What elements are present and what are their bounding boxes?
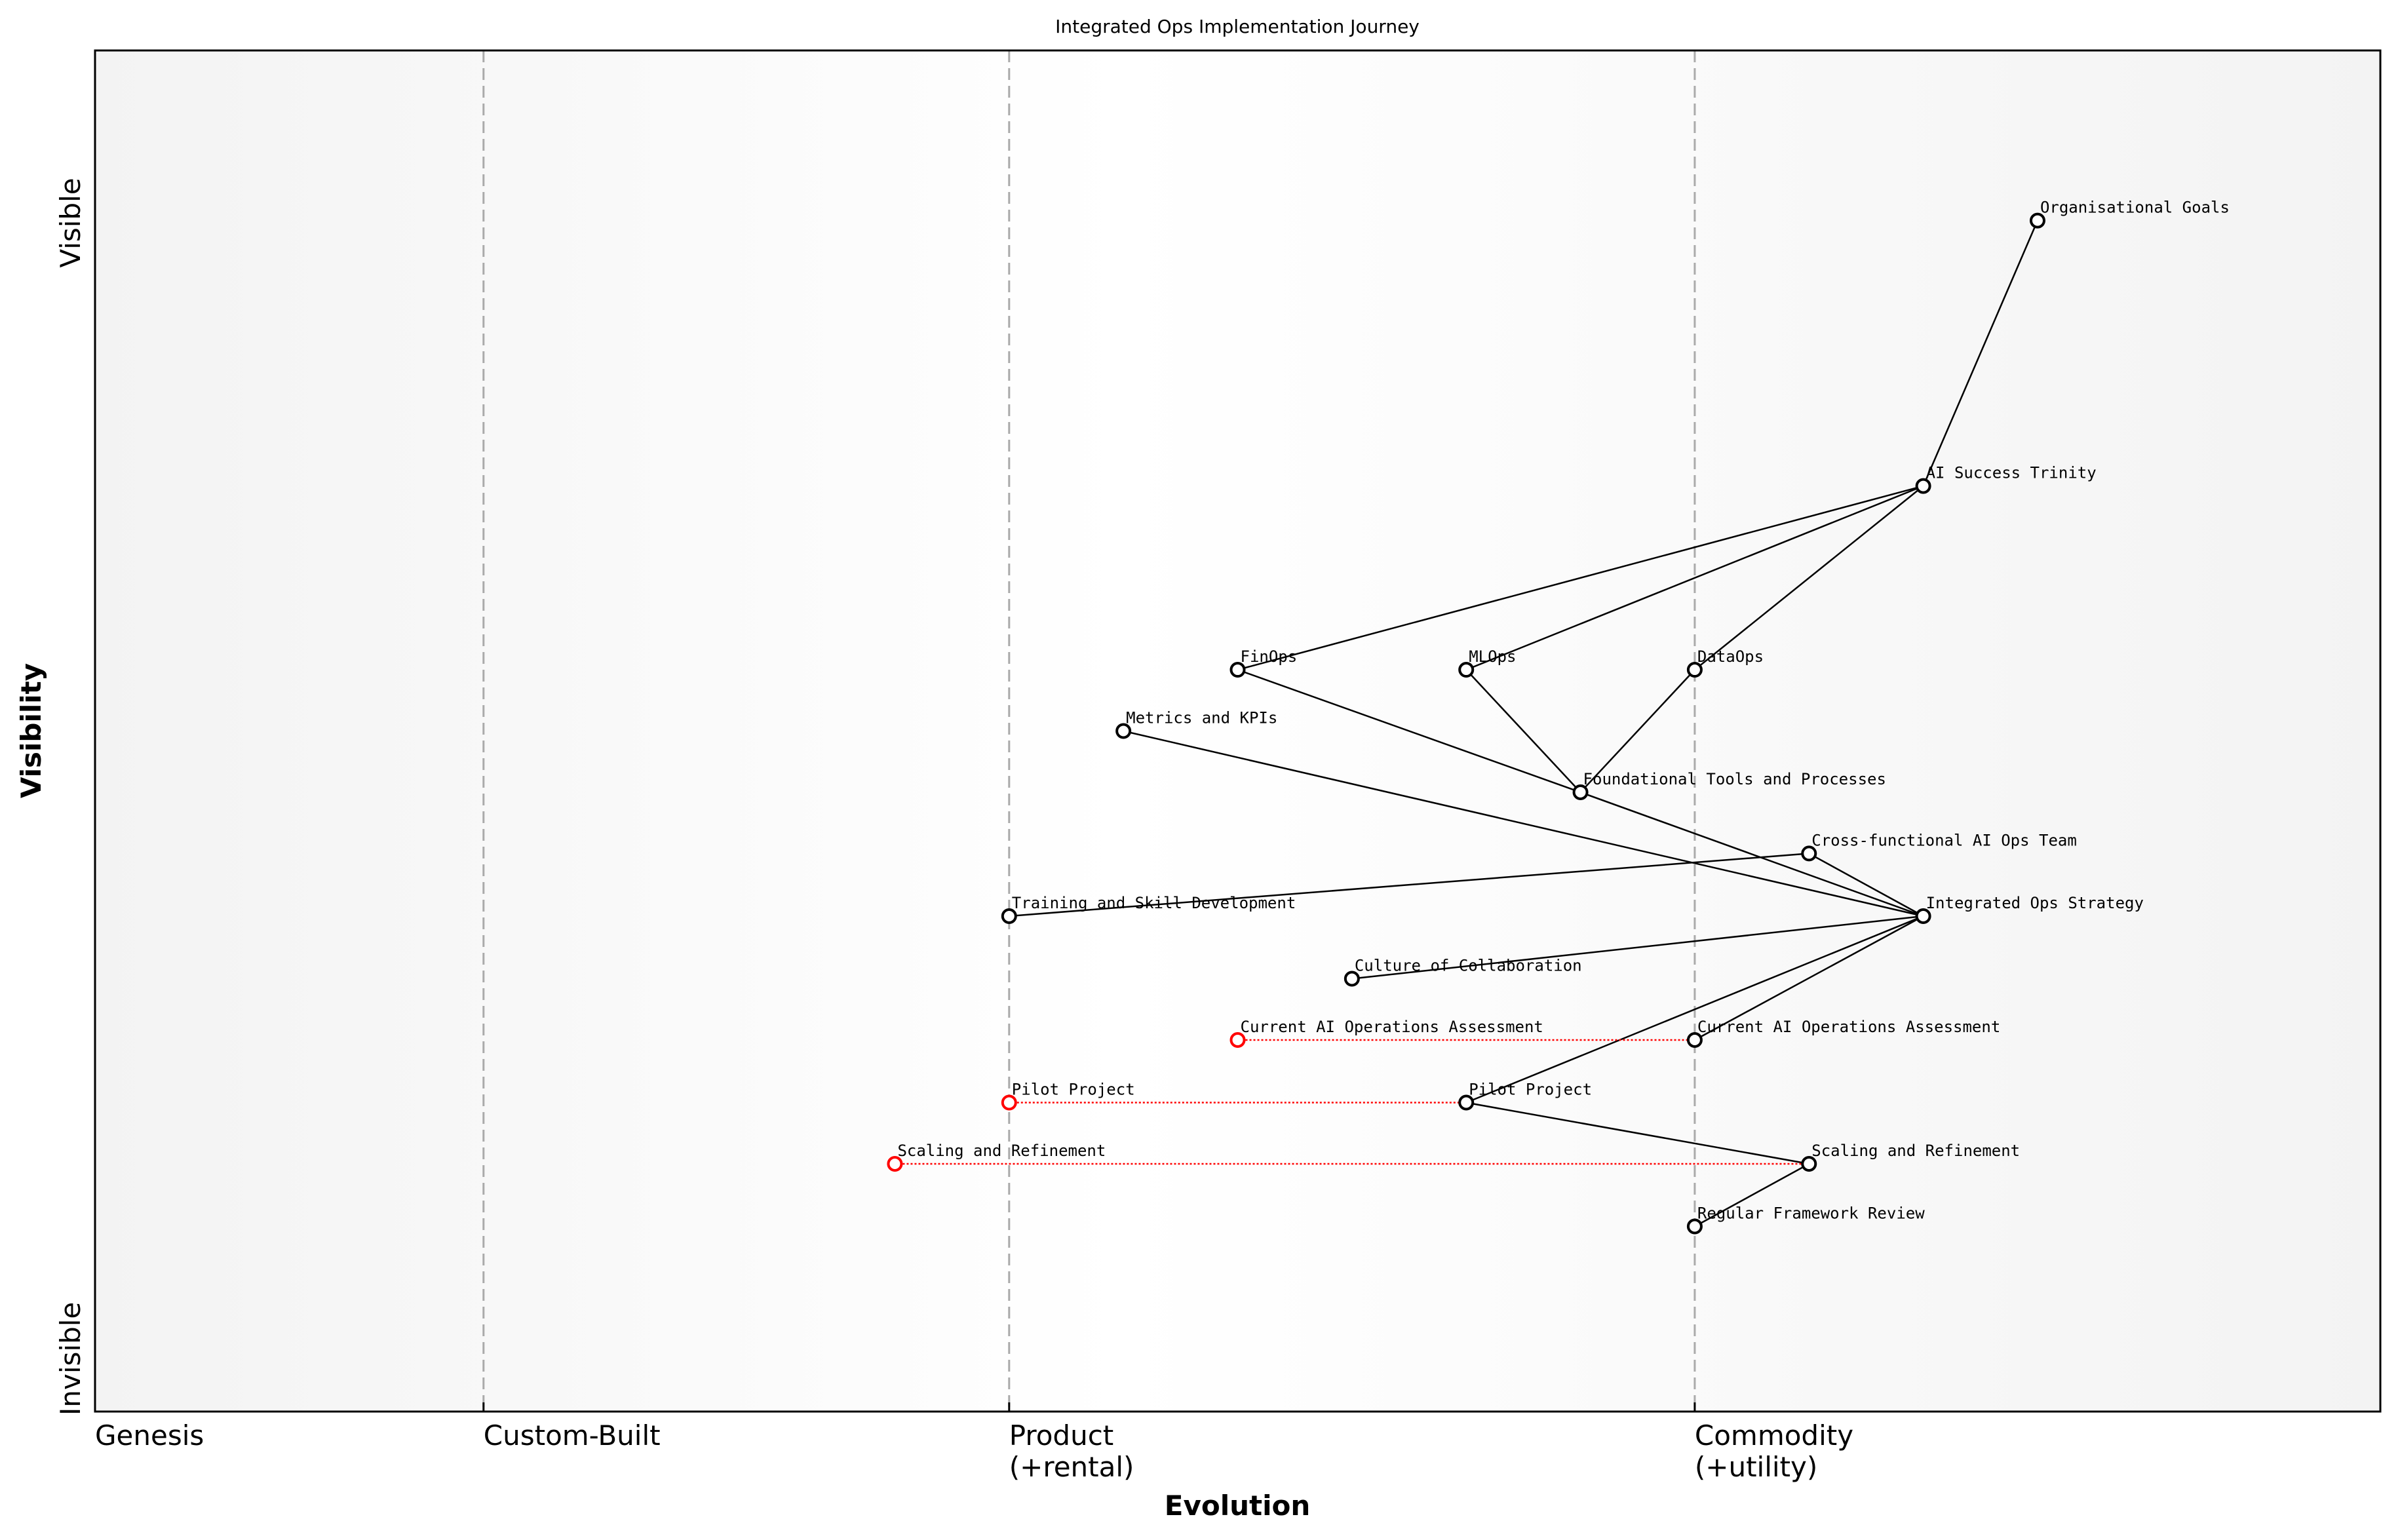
link-strategy-assessment: [1694, 915, 1924, 1041]
component-label-metrics: Metrics and KPIs: [1126, 709, 1277, 727]
x-tick-label: Genesis: [95, 1419, 204, 1452]
component-label-finops: FinOps: [1241, 647, 1298, 666]
link-culture-strategy: [1351, 915, 1924, 980]
plot-frame: [94, 49, 2382, 1413]
map-title: Integrated Ops Implementation Journey: [1055, 16, 1420, 37]
component-marker-metrics: [1115, 723, 1132, 739]
component-label-scaling: Scaling and Refinement: [1811, 1142, 2020, 1160]
x-tick-label-line: Genesis: [95, 1419, 204, 1452]
link-mlops-foundational: [1465, 669, 1581, 793]
evolution-origin-marker: [1001, 1094, 1017, 1111]
component-marker-foundational: [1572, 784, 1589, 800]
component-label-goals: Organisational Goals: [2040, 199, 2230, 217]
link-finops-foundational: [1237, 668, 1581, 794]
link-dataops-foundational: [1579, 669, 1695, 793]
y-label-visible: Visible: [54, 178, 87, 267]
component-label-review: Regular Framework Review: [1697, 1204, 1925, 1223]
link-strategy-pilot: [1465, 915, 1924, 1104]
x-tick-label: Product (+rental): [1009, 1419, 1134, 1483]
link-pilot-scaling: [1465, 1102, 1810, 1165]
link-scaling-review: [1694, 1163, 1810, 1227]
component-marker-trinity: [1915, 478, 1931, 494]
y-label-invisible: Invisible: [54, 1302, 87, 1415]
component-label-assessment: Current AI Operations Assessment: [1697, 1018, 2000, 1036]
component-label-culture: Culture of Collaboration: [1355, 957, 1582, 975]
component-label-training: Training and Skill Development: [1012, 894, 1296, 912]
component-marker-culture: [1344, 971, 1360, 987]
x-tick-label: Commodity (+utility): [1695, 1419, 1853, 1483]
evolution-origin-label: Scaling and Refinement: [897, 1142, 1106, 1160]
component-label-mlops: MLOps: [1469, 647, 1516, 666]
component-marker-finops: [1229, 662, 1246, 678]
link-foundational-strategy: [1580, 791, 1924, 917]
x-tick-label-line: (+utility): [1695, 1451, 1817, 1483]
link-trinity-dataops: [1694, 485, 1924, 671]
x-tick-label: Custom-Built: [484, 1419, 661, 1452]
link-crossteam-strategy: [1808, 853, 1924, 917]
component-label-foundational: Foundational Tools and Processes: [1583, 770, 1886, 788]
x-tick-label-line: Commodity: [1695, 1419, 1853, 1452]
component-marker-crossteam: [1801, 845, 1817, 862]
x-axis-label: Evolution: [1165, 1490, 1310, 1522]
evolution-origin-marker: [1229, 1031, 1246, 1048]
link-trinity-finops: [1237, 485, 1924, 671]
component-marker-review: [1686, 1218, 1703, 1235]
component-marker-mlops: [1458, 662, 1475, 678]
plot-background: [95, 50, 2380, 1412]
link-metrics-strategy: [1123, 730, 1924, 917]
link-goals-trinity: [1922, 220, 2039, 487]
evolution-origin-label: Pilot Project: [1012, 1081, 1135, 1099]
evolution-origin-label: Current AI Operations Assessment: [1241, 1018, 1543, 1036]
x-tick-label-line: (+rental): [1009, 1451, 1134, 1483]
y-axis-label: Visibility: [15, 663, 47, 798]
component-marker-goals: [2029, 212, 2045, 229]
component-marker-pilot: [1458, 1094, 1475, 1111]
component-marker-strategy: [1915, 908, 1931, 924]
component-label-dataops: DataOps: [1697, 647, 1764, 666]
component-marker-scaling: [1801, 1155, 1817, 1172]
component-label-pilot: Pilot Project: [1469, 1081, 1592, 1099]
link-training-crossteam: [1009, 853, 1810, 917]
x-tick-label-line: Product: [1009, 1419, 1113, 1452]
link-trinity-mlops: [1465, 485, 1924, 671]
evolution-origin-marker: [887, 1155, 903, 1172]
component-marker-assessment: [1686, 1031, 1703, 1048]
component-marker-training: [1001, 908, 1017, 924]
component-marker-dataops: [1686, 662, 1703, 678]
component-label-trinity: AI Success Trinity: [1926, 464, 2097, 482]
component-label-crossteam: Cross-functional AI Ops Team: [1811, 831, 2077, 849]
component-label-strategy: Integrated Ops Strategy: [1926, 894, 2144, 912]
x-tick-label-line: Custom-Built: [484, 1419, 661, 1452]
